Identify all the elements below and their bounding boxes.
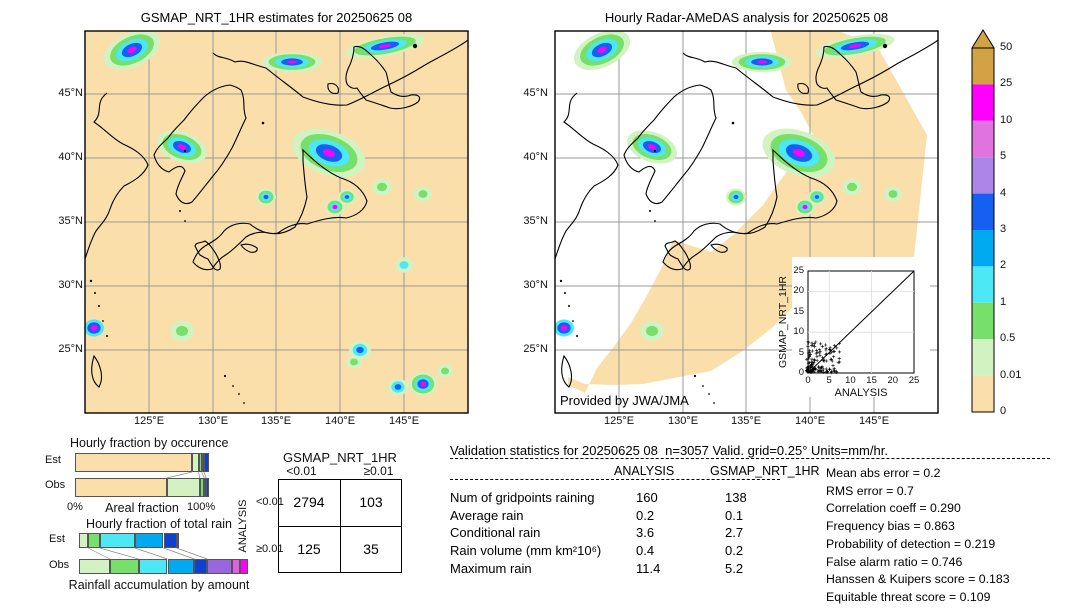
svg-text:ANALYSIS: ANALYSIS <box>237 500 249 553</box>
svg-text:GSMAP_NRT_1HR: GSMAP_NRT_1HR <box>777 276 789 368</box>
